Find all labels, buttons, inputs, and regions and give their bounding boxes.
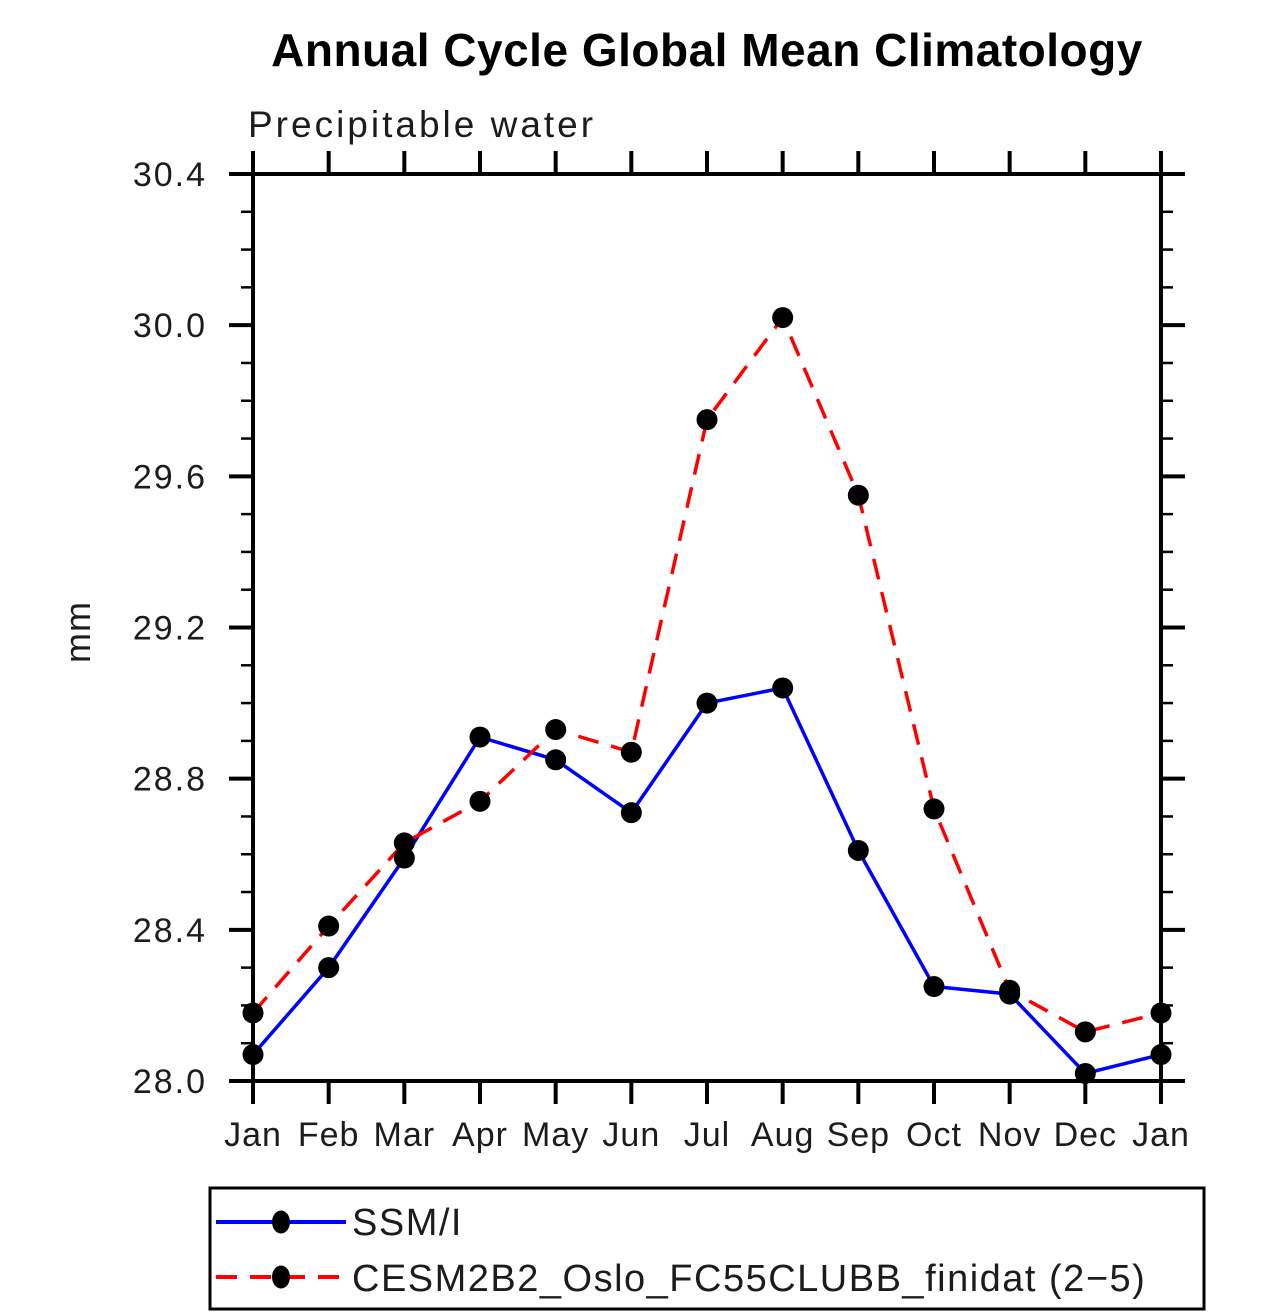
legend-label-ssmi: SSM/I — [352, 1202, 463, 1244]
x-tick-label: Feb — [298, 1116, 360, 1154]
y-tick-label: 30.4 — [133, 156, 207, 194]
legend-box — [208, 1186, 1206, 1311]
data-point-marker — [1150, 1002, 1172, 1024]
x-axis-tick-labels: Jan Feb Mar Apr May Jun Jul Aug Sep Oct Nov Dec Jan — [224, 1116, 1190, 1154]
data-point-marker — [847, 839, 869, 861]
data-point-marker — [772, 677, 794, 699]
x-tick-label: Aug — [751, 1116, 815, 1154]
data-point-marker — [1150, 1044, 1172, 1066]
data-point-marker — [393, 832, 415, 854]
data-point-marker — [696, 409, 718, 431]
legend-item-ssmi: SSM/I — [216, 1202, 463, 1244]
y-tick-label: 29.6 — [133, 458, 207, 496]
plot-frame-border — [251, 172, 1163, 1083]
x-tick-label: Jan — [224, 1116, 282, 1154]
y-tick-label: 29.2 — [133, 610, 207, 648]
x-tick-label: May — [522, 1116, 589, 1154]
x-axis-ticks — [251, 151, 1163, 1104]
data-point-marker — [1074, 1062, 1096, 1084]
data-point-marker — [620, 802, 642, 824]
data-point-marker — [620, 741, 642, 763]
data-point-marker — [923, 976, 945, 998]
x-tick-label: Nov — [978, 1116, 1041, 1154]
y-tick-label: 28.8 — [133, 761, 207, 799]
y-tick-label: 30.0 — [133, 307, 207, 345]
legend-item-cesm: CESM2B2_Oslo_FC55CLUBB_finidat (2−5) — [216, 1258, 1146, 1300]
data-point-marker — [847, 484, 869, 506]
y-axis-tick-labels: 28.0 28.4 28.8 29.2 29.6 30.0 30.4 — [133, 156, 207, 1101]
data-point-marker — [772, 307, 794, 329]
data-point-marker — [242, 1044, 264, 1066]
y-axis-label: mm — [57, 601, 98, 663]
data-point-marker — [318, 915, 340, 937]
x-tick-label: Apr — [452, 1116, 508, 1154]
legend-marker-circle-icon — [272, 1210, 290, 1234]
legend-label-cesm: CESM2B2_Oslo_FC55CLUBB_finidat (2−5) — [352, 1258, 1146, 1300]
x-tick-label: Jul — [684, 1116, 730, 1154]
data-point-marker — [318, 957, 340, 979]
data-point-marker — [923, 798, 945, 820]
x-tick-label: Dec — [1054, 1116, 1117, 1154]
x-tick-label: Jun — [602, 1116, 660, 1154]
x-tick-label: Mar — [374, 1116, 436, 1154]
y-tick-label: 28.4 — [133, 912, 207, 950]
data-point-marker — [696, 692, 718, 714]
data-series — [242, 307, 1172, 1084]
chart-title: Annual Cycle Global Mean Climatology — [271, 24, 1143, 76]
series-line-solid — [251, 685, 1162, 1076]
data-point-marker — [545, 719, 567, 741]
y-tick-label: 28.0 — [133, 1063, 207, 1101]
plot-frame — [251, 172, 1163, 1083]
y-axis-ticks — [229, 172, 1185, 1083]
data-point-marker — [469, 726, 491, 748]
data-point-marker — [469, 790, 491, 812]
data-point-marker — [242, 1002, 264, 1024]
x-tick-label: Sep — [827, 1116, 891, 1154]
data-point-marker — [1074, 1021, 1096, 1043]
x-tick-label: Jan — [1132, 1116, 1190, 1154]
chart-subtitle: Precipitable water — [248, 104, 596, 145]
x-tick-label: Oct — [906, 1116, 962, 1154]
legend: SSM/I CESM2B2_Oslo_FC55CLUBB_finidat (2−… — [208, 1186, 1206, 1311]
data-point-marker — [999, 979, 1021, 1001]
data-point-marker — [545, 749, 567, 771]
data-point-marker — [393, 847, 415, 869]
legend-marker-circle-icon — [272, 1265, 290, 1289]
